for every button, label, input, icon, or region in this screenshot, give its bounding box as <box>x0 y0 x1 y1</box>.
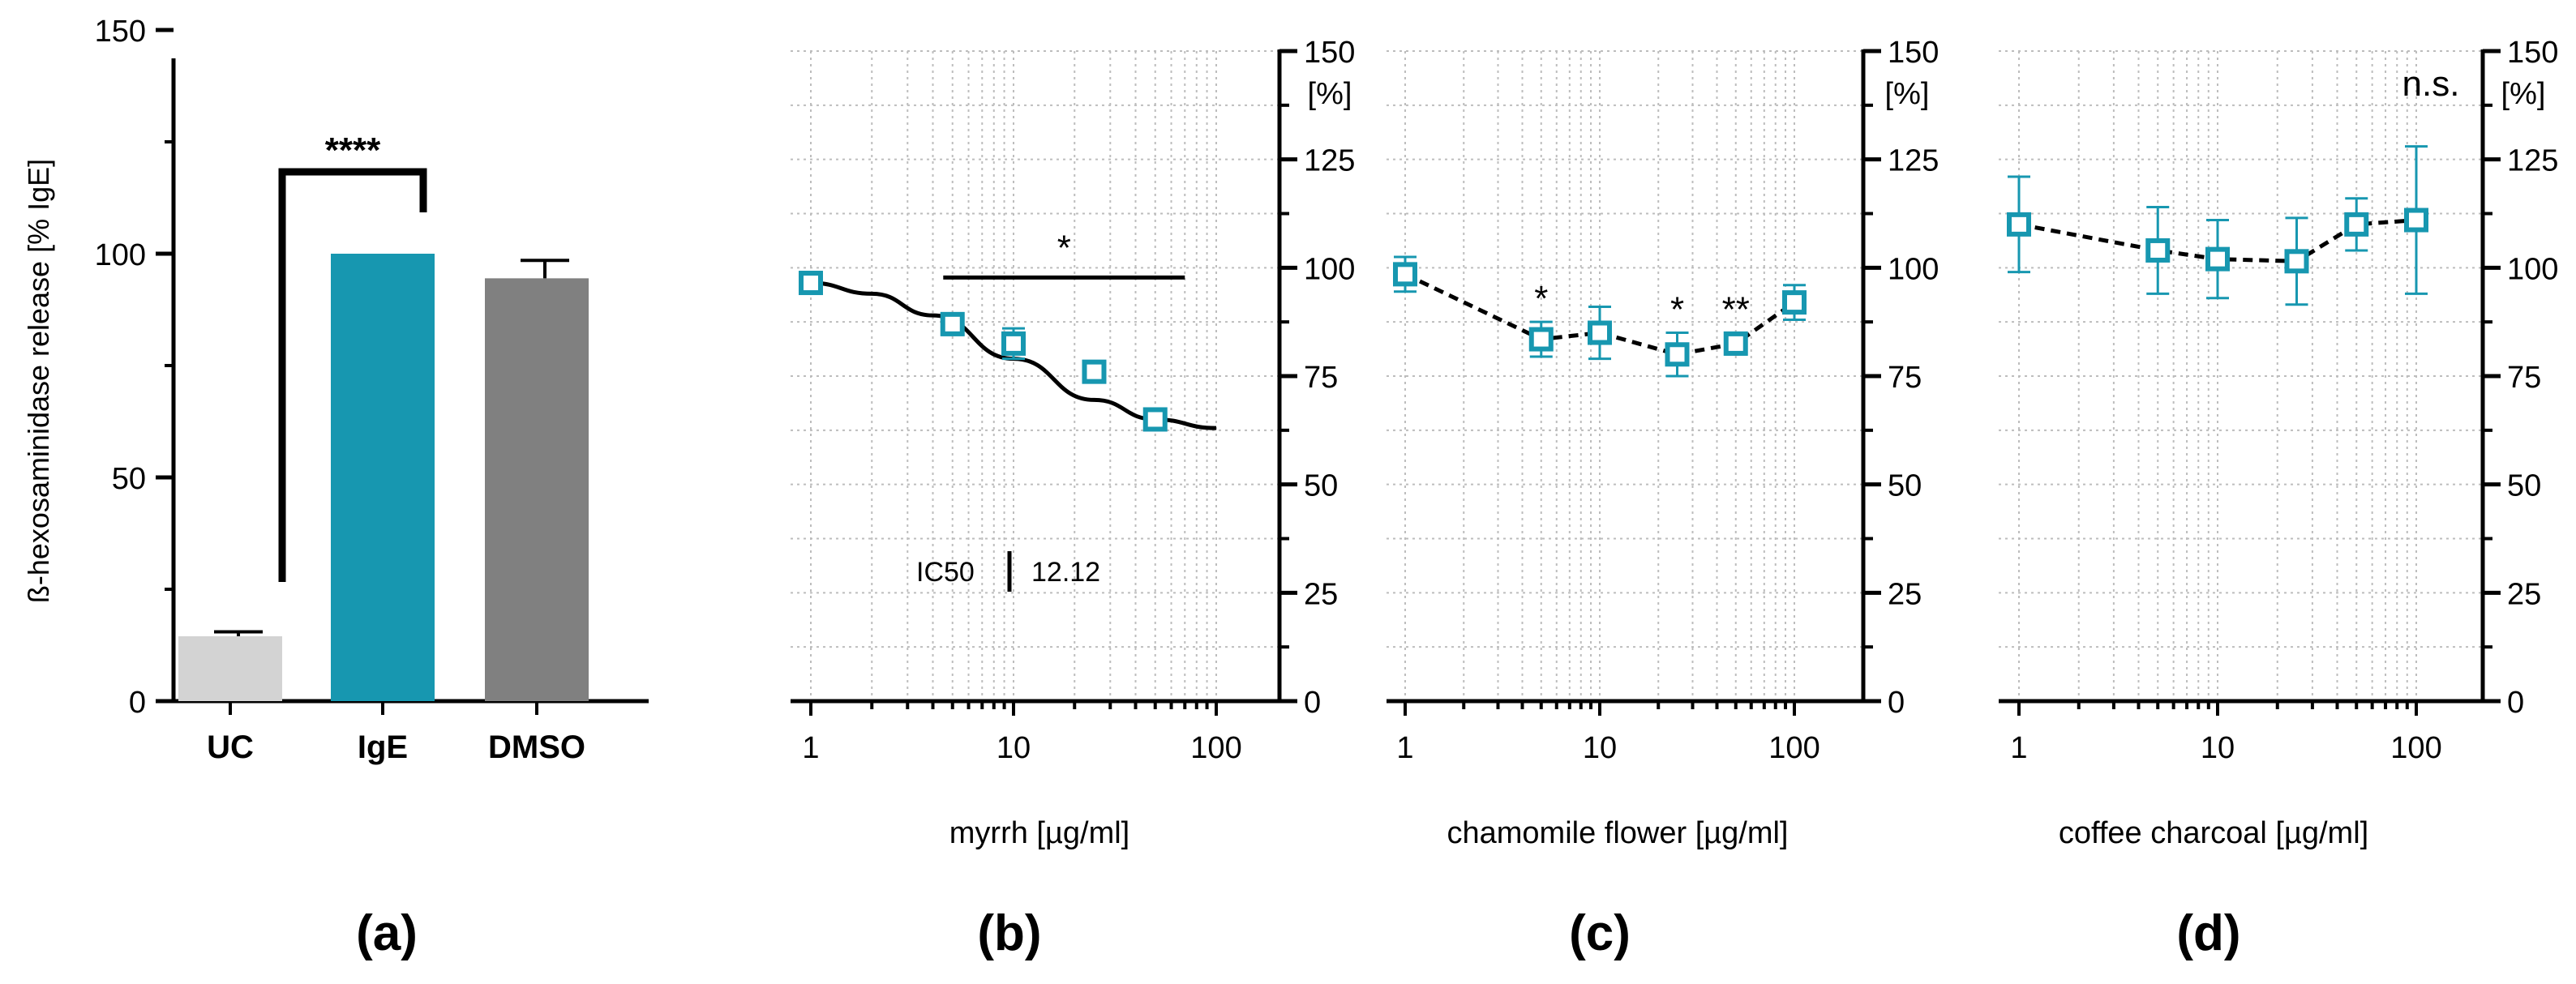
panel-b: 0 25 50 75 100 125 150 1 10 100 * IC50 12.12 myrr… <box>791 36 1355 961</box>
c-y-tick-label: 100 <box>1888 252 1939 286</box>
d-y-axis-unit: [%] <box>2501 77 2546 111</box>
d-significance-label: n.s. <box>2402 64 2460 104</box>
panel-d: 0 25 50 75 100 125 150 1 10 100 n.s. coffee charc… <box>1999 36 2558 961</box>
b-ic50-value: 12.12 <box>1031 557 1100 588</box>
panel-a: 0 50 100 150 UC IgE DMSO **** ß-hexosaminidas… <box>22 15 649 961</box>
c-data-point <box>1782 290 1807 315</box>
d-x-tick-label: 1 <box>2010 731 2027 765</box>
c-x-axis-label: chamomile flower [µg/ml] <box>1447 816 1788 850</box>
b-ic50-annotation: IC50 12.12 <box>916 551 1100 592</box>
d-data-point <box>2284 249 2309 274</box>
b-y-tick-label: 75 <box>1304 361 1338 395</box>
d-data-point <box>2344 212 2369 237</box>
a-x-tick-label: DMSO <box>488 729 585 765</box>
d-x-tick-label: 100 <box>2390 731 2441 765</box>
b-y-axis-unit: [%] <box>1308 77 1352 111</box>
d-data <box>2007 145 2428 306</box>
a-y-tick-label: 100 <box>95 238 146 272</box>
a-x-tick-label: IgE <box>358 729 408 765</box>
b-data <box>799 271 1217 432</box>
d-y-tick-label: 50 <box>2507 469 2541 503</box>
a-bar-ige <box>331 254 435 701</box>
c-y-tick-label: 0 <box>1888 686 1905 720</box>
b-y-tick-label: 125 <box>1304 144 1355 178</box>
panel-b-label: (b) <box>977 905 1041 961</box>
b-significance-label: * <box>1057 228 1071 267</box>
c-y-axis-unit: [%] <box>1885 77 1930 111</box>
b-x-tick-label: 1 <box>802 731 819 765</box>
d-grid <box>1999 50 2483 701</box>
c-point-significance: * <box>1670 290 1684 330</box>
b-y-tick-label: 0 <box>1304 686 1321 720</box>
b-x-axis-label: myrrh [µg/ml] <box>949 816 1129 850</box>
b-data-point <box>940 311 965 336</box>
a-bars: UC IgE DMSO <box>178 254 589 765</box>
d-x-axis-label: coffee charcoal [µg/ml] <box>2059 816 2368 850</box>
b-grid <box>791 50 1279 701</box>
c-data-point <box>1665 342 1690 367</box>
a-significance-bracket <box>278 168 427 582</box>
c-point-significance: ** <box>1722 290 1750 330</box>
b-ic50-label: IC50 <box>916 557 975 588</box>
panel-a-label: (a) <box>356 905 418 961</box>
d-y-tick-label: 150 <box>2507 36 2558 70</box>
d-y-tick-label: 25 <box>2507 577 2541 611</box>
a-bar-dmso <box>485 278 589 701</box>
b-significance: * <box>943 228 1185 280</box>
b-x-tick-label: 10 <box>997 731 1031 765</box>
a-x-tick-label: UC <box>207 729 254 765</box>
d-data-point <box>2205 246 2230 272</box>
a-bar-uc <box>178 635 282 701</box>
a-significance-label: **** <box>325 130 381 170</box>
c-y-tick-label: 25 <box>1888 577 1922 611</box>
c-y-tick-label: 50 <box>1888 469 1922 503</box>
d-axes: 0 25 50 75 100 125 150 1 10 100 <box>1999 36 2558 765</box>
a-y-tick-label: 150 <box>95 15 146 49</box>
d-x-tick-label: 10 <box>2201 731 2235 765</box>
c-grid <box>1387 50 1863 701</box>
a-y-tick-label: 0 <box>129 686 146 720</box>
b-y-tick-label: 50 <box>1304 469 1338 503</box>
b-y-tick-label: 100 <box>1304 252 1355 286</box>
a-y-ticks: 0 50 100 150 <box>95 15 174 720</box>
panel-c-label: (c) <box>1569 905 1631 961</box>
b-axes: 0 25 50 75 100 125 150 1 10 100 <box>791 36 1355 765</box>
d-data-point <box>2145 237 2171 263</box>
a-y-tick-label: 50 <box>112 462 146 496</box>
d-y-tick-label: 125 <box>2507 144 2558 178</box>
b-y-tick-label: 150 <box>1304 36 1355 70</box>
c-y-tick-label: 125 <box>1888 144 1939 178</box>
c-axes: 0 25 50 75 100 125 150 1 10 100 <box>1387 36 1939 765</box>
b-data-point <box>799 271 823 296</box>
c-data: * * ** <box>1393 255 1807 378</box>
c-x-tick-label: 10 <box>1583 731 1617 765</box>
a-significance: **** <box>278 130 427 582</box>
d-y-tick-label: 0 <box>2507 686 2524 720</box>
b-data-point <box>1001 331 1026 356</box>
d-data-point <box>2404 207 2428 233</box>
a-y-axis-label: ß-hexosaminidase release [% IgE] <box>22 159 55 603</box>
b-y-tick-label: 25 <box>1304 577 1338 611</box>
panel-d-label: (d) <box>2176 905 2240 961</box>
d-data-point <box>2007 212 2031 237</box>
d-y-tick-label: 100 <box>2507 252 2558 286</box>
c-x-tick-label: 100 <box>1768 731 1819 765</box>
c-data-point <box>1393 262 1417 287</box>
b-x-tick-label: 100 <box>1190 731 1241 765</box>
c-data-point <box>1723 331 1748 356</box>
c-data-point <box>1588 320 1612 345</box>
c-y-tick-label: 150 <box>1888 36 1939 70</box>
c-data-point <box>1528 327 1554 352</box>
c-point-significance: * <box>1534 279 1548 319</box>
b-data-point <box>1142 407 1168 432</box>
b-data-point <box>1082 359 1107 384</box>
c-y-tick-label: 75 <box>1888 361 1922 395</box>
c-x-tick-label: 1 <box>1396 731 1413 765</box>
d-y-tick-label: 75 <box>2507 361 2541 395</box>
